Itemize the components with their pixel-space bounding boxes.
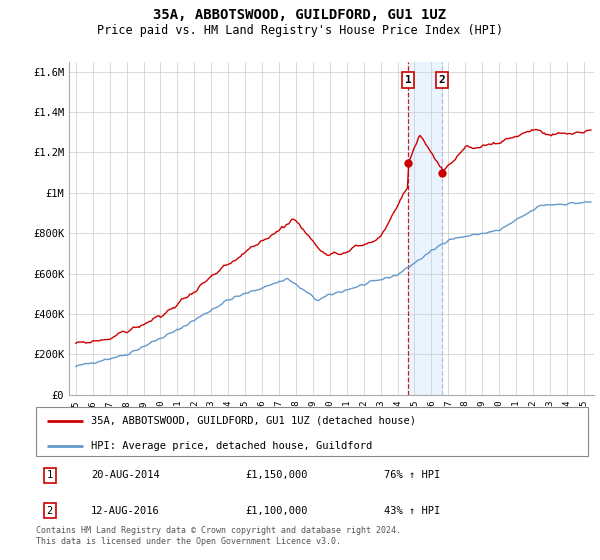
Text: 35A, ABBOTSWOOD, GUILDFORD, GU1 1UZ: 35A, ABBOTSWOOD, GUILDFORD, GU1 1UZ xyxy=(154,8,446,22)
Text: 35A, ABBOTSWOOD, GUILDFORD, GU1 1UZ (detached house): 35A, ABBOTSWOOD, GUILDFORD, GU1 1UZ (det… xyxy=(91,416,416,426)
Text: 12-AUG-2016: 12-AUG-2016 xyxy=(91,506,160,516)
Text: 1: 1 xyxy=(47,470,53,480)
Text: £1,150,000: £1,150,000 xyxy=(246,470,308,480)
Text: 43% ↑ HPI: 43% ↑ HPI xyxy=(384,506,440,516)
Text: HPI: Average price, detached house, Guildford: HPI: Average price, detached house, Guil… xyxy=(91,441,373,451)
Text: 2: 2 xyxy=(47,506,53,516)
Text: £1,100,000: £1,100,000 xyxy=(246,506,308,516)
Text: 1: 1 xyxy=(404,75,412,85)
Text: 76% ↑ HPI: 76% ↑ HPI xyxy=(384,470,440,480)
Text: Contains HM Land Registry data © Crown copyright and database right 2024.
This d: Contains HM Land Registry data © Crown c… xyxy=(36,526,401,546)
Text: 20-AUG-2014: 20-AUG-2014 xyxy=(91,470,160,480)
Text: 2: 2 xyxy=(439,75,445,85)
Text: Price paid vs. HM Land Registry's House Price Index (HPI): Price paid vs. HM Land Registry's House … xyxy=(97,24,503,36)
Bar xyxy=(408,62,442,395)
